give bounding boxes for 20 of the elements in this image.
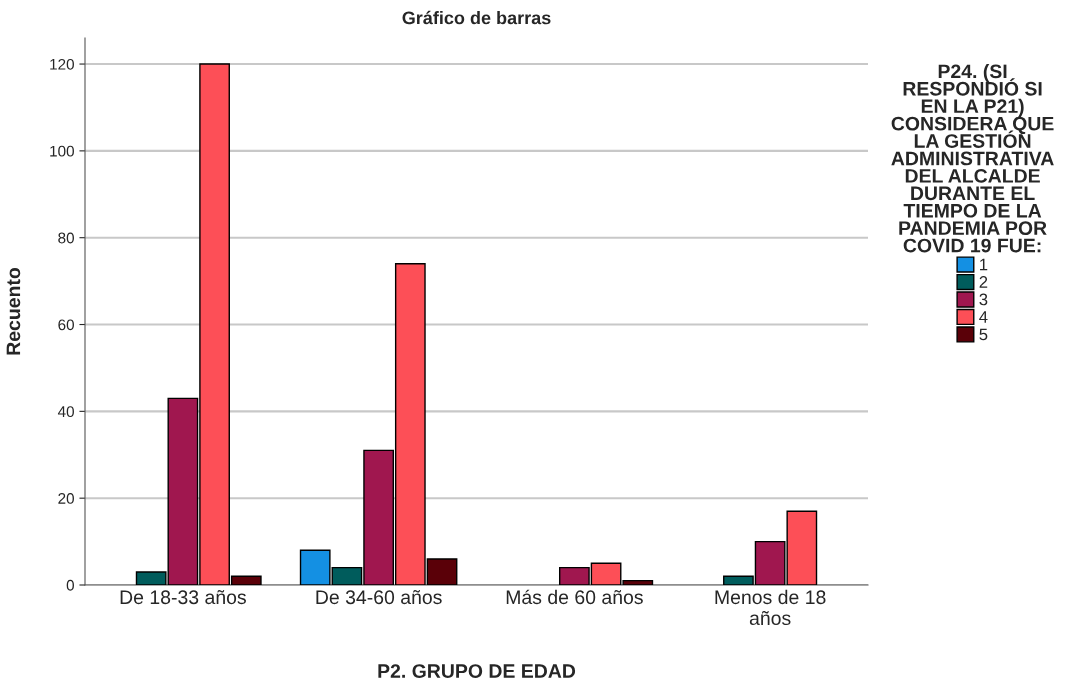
y-tick-label: 120 <box>50 58 74 70</box>
legend-label: 2 <box>979 276 988 288</box>
y-tick-label: 60 <box>58 319 74 331</box>
text: P24. (SI RESPONDIÓ SI EN LA P21) CONSIDERA QUE LA GESTIÓN ADMINISTRATIVA DEL ALCALDE DURANTE EL TIEMPO DE LA PANDEMIA POR COVID 19 FUE: <box>891 63 1054 253</box>
y-tick-label: 0 <box>66 579 74 591</box>
chart-title: Gráfico de barras <box>402 10 551 25</box>
legend-label: 5 <box>979 328 988 341</box>
y-tick-label: 100 <box>50 145 74 157</box>
legend-label: 3 <box>979 293 988 306</box>
y-tick-label: 40 <box>57 406 74 418</box>
y-tick-label: 20 <box>58 493 74 504</box>
x-axis-title: P2. GRUPO DE EDAD <box>378 664 576 678</box>
legend-label: 4 <box>979 311 988 323</box>
x-tick-label: Menos de 18 años <box>715 589 826 626</box>
y-tick-label: 80 <box>58 232 74 244</box>
x-tick-label: De 18-33 años <box>120 590 246 605</box>
legend-label: 1 <box>980 258 988 271</box>
x-tick-label: De 34-60 años <box>316 590 442 605</box>
x-tick-label: Más de 60 años <box>506 589 643 605</box>
y-axis-title: Recuento <box>6 267 21 355</box>
